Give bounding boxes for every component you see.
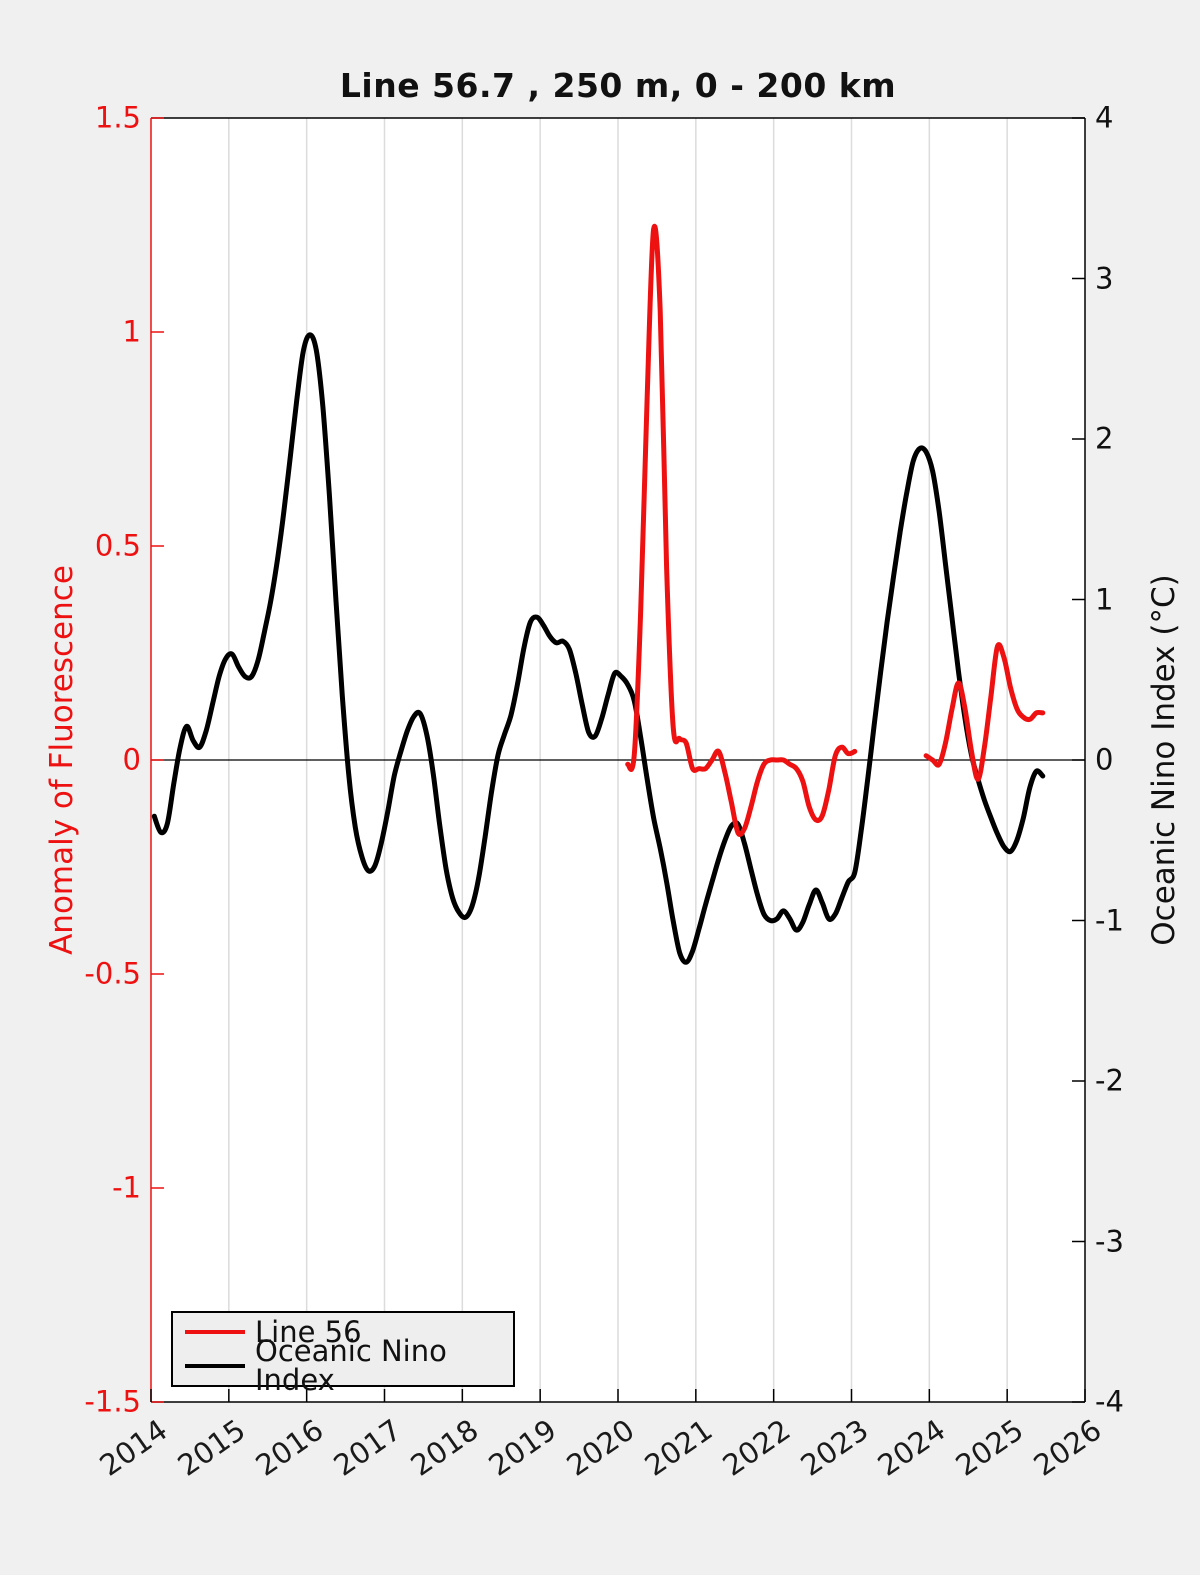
right-tick-label: -4	[1095, 1384, 1124, 1419]
left-tick-label: -1.5	[84, 1384, 141, 1419]
legend-swatch-oni-icon	[185, 1363, 245, 1369]
right-tick-label: 1	[1095, 582, 1114, 616]
legend-item-oni: Oceanic Nino Index	[173, 1337, 513, 1395]
left-tick-label: 0.5	[94, 528, 141, 563]
right-tick-label: 2	[1095, 421, 1114, 456]
legend-label-oni: Oceanic Nino Index	[255, 1334, 447, 1397]
right-tick-label: 4	[1095, 100, 1114, 135]
series-line-56	[923, 642, 1046, 782]
legend: Line 56 Oceanic Nino Index	[171, 1311, 515, 1395]
series-oceanic-nino-index	[151, 332, 1046, 965]
left-tick-label: 1.5	[94, 100, 141, 135]
legend-item-line56: Line 56	[173, 1315, 513, 1349]
series-line-56	[625, 224, 858, 838]
left-tick-label: 0	[122, 742, 141, 777]
right-tick-label: 0	[1095, 742, 1114, 777]
legend-swatch-line56-icon	[185, 1329, 245, 1335]
left-tick-label: 1	[122, 314, 141, 349]
left-tick-label: -0.5	[84, 956, 141, 991]
right-tick-label: 3	[1095, 261, 1114, 295]
right-axis-label: Oceanic Nino Index (°C)	[1146, 574, 1182, 946]
left-axis-label: Anomaly of Fluorescence	[44, 565, 80, 955]
right-tick-label: -3	[1095, 1224, 1124, 1258]
legend-label-line56: Line 56	[255, 1314, 362, 1349]
chart-title: Line 56.7 , 250 m, 0 - 200 km	[339, 66, 897, 105]
right-tick-label: -2	[1095, 1063, 1124, 1098]
right-tick-label: -1	[1095, 903, 1124, 937]
left-tick-label: -1	[112, 1170, 141, 1205]
